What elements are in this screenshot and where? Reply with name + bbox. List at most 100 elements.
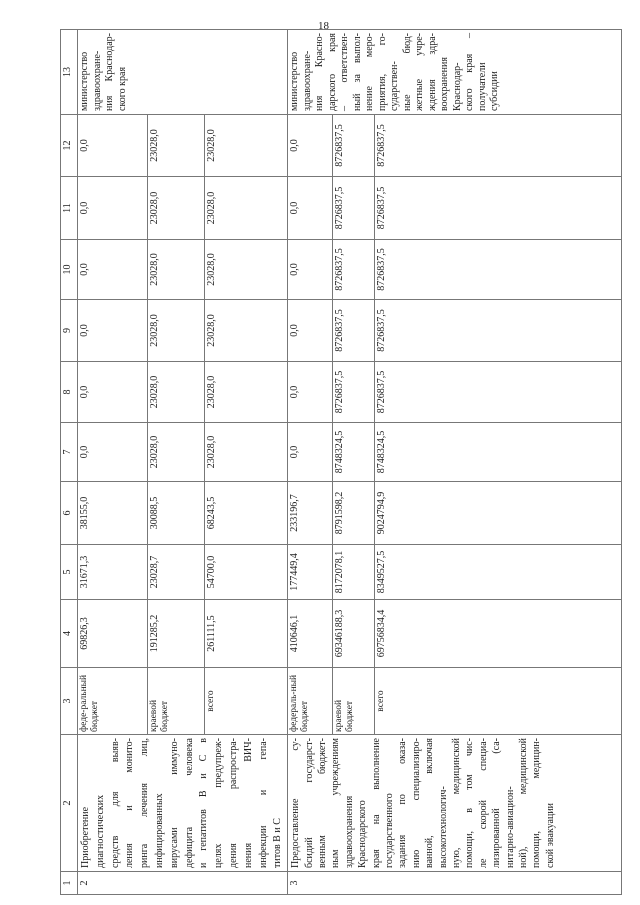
description-line: ной), медицинской [518, 738, 530, 868]
responsible-line: сударствен- [389, 61, 401, 111]
responsible-line: нение меро- [364, 33, 376, 111]
amount-cell: 261111,5 [204, 599, 288, 668]
amount-cell: 23028,0 [147, 361, 205, 423]
amount-cell: 8726837,5 [374, 361, 622, 423]
amount-cell: 0,0 [287, 114, 333, 177]
description-line: помощи, медицин- [531, 738, 543, 868]
description-line: ской эвакуации [544, 802, 556, 868]
column-number-11: 11 [60, 176, 78, 240]
amount-cell: 23028,0 [204, 299, 288, 362]
description-line: высокотехнологич- [437, 786, 449, 868]
page-number: 18 [318, 20, 329, 32]
description-line: дефицита человека [183, 738, 195, 868]
description-line: бсидий государст- [303, 738, 315, 868]
responsible-line: приятия, го- [376, 33, 388, 111]
responsible-line: получатели [476, 62, 488, 111]
amount-cell: 23028,7 [147, 544, 205, 600]
amount-cell: 0,0 [287, 239, 333, 300]
responsible-line: ные бюд- [401, 33, 413, 111]
responsible-executor: министерство здравоохране-ния Краснодар-с… [77, 29, 288, 115]
amount-cell: 23028,0 [204, 176, 288, 240]
description-line: средств для выяв- [109, 738, 121, 868]
amount-cell: 8748324,5 [332, 422, 375, 482]
amount-cell: 23028,0 [147, 239, 205, 300]
amount-cell: 0,0 [77, 239, 148, 300]
description-line: ную, медицинской [451, 738, 463, 868]
funding-source: краевой бюджет [147, 667, 205, 735]
description-line: ванной, включая [424, 738, 436, 868]
amount-cell: 23028,0 [147, 299, 205, 362]
amount-cell: 233196,7 [287, 481, 333, 545]
column-number-7: 7 [60, 422, 78, 482]
description-line: инфицированных [153, 793, 165, 868]
activity-description: Предоставление су-бсидий государст-венны… [287, 734, 622, 872]
description-line: государственного [384, 793, 395, 868]
amount-cell: 8726837,5 [332, 114, 375, 177]
amount-cell: 191285,2 [147, 599, 205, 668]
description-line: здравоохранения [343, 795, 355, 868]
description-line: помощи, в том чис- [464, 738, 476, 868]
description-line: вирусами иммуно- [168, 738, 180, 868]
column-number-13: 13 [60, 29, 78, 115]
amount-cell: 30088,5 [147, 481, 205, 545]
table-row: 2 Приобретение диагностических средств для … [77, 29, 288, 895]
amount-cell: 8726837,5 [374, 299, 622, 362]
amount-cell: 0,0 [287, 176, 333, 240]
amount-cell: 69346188,3 [332, 599, 375, 668]
responsible-line: ния Красно- [314, 33, 326, 111]
amount-cell: 68243,5 [204, 481, 288, 545]
description-line: Предоставление су- [290, 738, 302, 868]
responsible-line: ния Краснодар- [104, 33, 115, 111]
amount-cell: 23028,0 [147, 176, 205, 240]
activity-description: Приобретение диагностических средств для в… [77, 734, 288, 872]
description-line: нию специализиро- [410, 738, 422, 868]
description-line: ным учреждениям [330, 738, 342, 868]
description-line: нения ВИЧ- [242, 738, 254, 868]
row-number: 2 [77, 871, 288, 895]
rotated-table-container: 1 2 3 4 5 6 7 8 9 10 11 12 13 2 Приобретение диагности… [60, 29, 622, 895]
column-number-row: 1 2 3 4 5 6 7 8 9 10 11 12 13 [60, 29, 78, 895]
funding-source: феде-ральный бюджет [77, 667, 148, 735]
responsible-line: ского края – [464, 33, 476, 111]
description-line: ринга лечения лиц, [139, 738, 151, 868]
responsible-executor: министерство здравоохране-ния Красно-дарс… [287, 29, 622, 115]
description-line: нитарно-авиацион- [504, 786, 516, 868]
amount-cell: 69756834,4 [374, 599, 622, 668]
column-number-3: 3 [60, 667, 78, 735]
budget-table: 1 2 3 4 5 6 7 8 9 10 11 12 13 2 Приобретение диагности… [60, 29, 622, 895]
amount-cell: 8726837,5 [374, 239, 622, 300]
responsible-line: министерство [79, 51, 90, 111]
responsible-line: здравоохране- [301, 50, 313, 111]
description-line: венным бюджет- [316, 738, 328, 868]
column-number-6: 6 [60, 481, 78, 545]
description-line: диагностических [94, 794, 106, 868]
description-line: дения распростра- [227, 738, 239, 868]
amount-cell: 23028,0 [204, 422, 288, 482]
description-line: края на выполнение [370, 738, 382, 868]
description-line: ле скорой специа- [477, 738, 489, 868]
description-line: ления и монито- [124, 738, 136, 868]
description-line: целях предупреж- [213, 738, 225, 868]
description-line: титов В и С [272, 818, 284, 868]
amount-cell: 8748324,5 [374, 422, 622, 482]
funding-source: краевой бюджет [332, 667, 375, 735]
amount-cell: 8726837,5 [332, 176, 375, 240]
column-number-1: 1 [60, 871, 78, 895]
amount-cell: 9024794,9 [374, 481, 622, 545]
responsible-line: здравоохране- [91, 50, 103, 111]
amount-cell: 0,0 [77, 422, 148, 482]
amount-cell: 23028,0 [204, 114, 288, 177]
amount-cell: 23028,0 [204, 239, 288, 300]
funding-source: всего [374, 667, 622, 735]
description-line: и гепатитов В и С в [198, 738, 210, 868]
responsible-line: ждения здра- [426, 33, 438, 111]
funding-source: федераль-ный бюджет [287, 667, 333, 735]
amount-cell: 0,0 [287, 361, 333, 423]
column-number-12: 12 [60, 114, 78, 177]
amount-cell: 8726837,5 [374, 114, 622, 177]
amount-cell: 23028,0 [204, 361, 288, 423]
responsible-line: ный за выпол- [351, 33, 363, 111]
amount-cell: 31671,3 [77, 544, 148, 600]
responsible-line: субсидии [489, 71, 501, 111]
amount-cell: 8349527,5 [374, 544, 622, 600]
